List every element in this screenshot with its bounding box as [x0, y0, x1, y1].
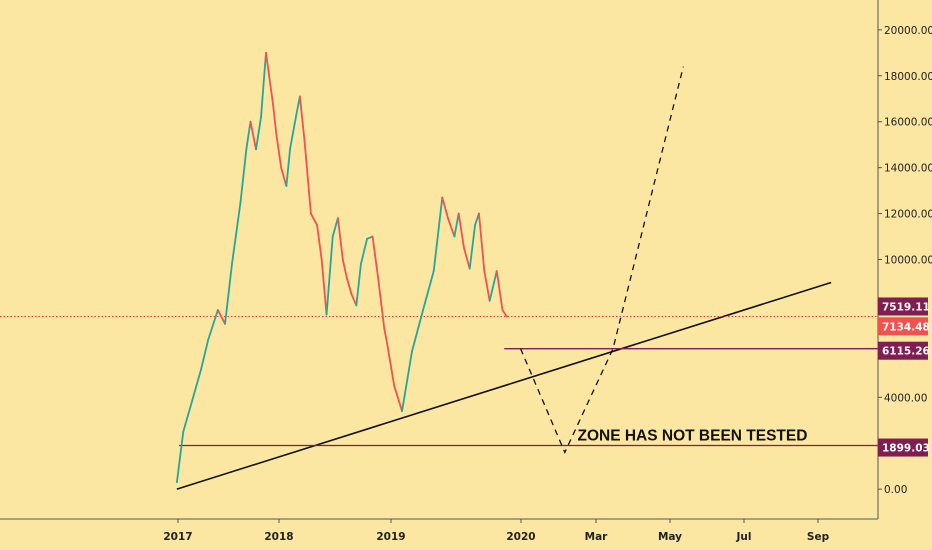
- price-segment: [200, 338, 210, 371]
- y-tick-label: 16000.00: [884, 117, 932, 129]
- level-badge-bg: [878, 438, 928, 457]
- price-segment: [320, 258, 328, 316]
- x-tick-label: May: [658, 531, 682, 543]
- price-segment: [207, 309, 219, 341]
- price-segment: [239, 148, 248, 203]
- price-segment: [447, 217, 456, 238]
- price-segment: [453, 212, 460, 238]
- price-segment: [298, 95, 306, 141]
- price-segment: [316, 224, 323, 261]
- price-segment: [483, 270, 491, 302]
- price-segment: [432, 196, 444, 272]
- price-segment: [457, 212, 465, 249]
- price-segment: [393, 384, 403, 412]
- mid-badge-text: 7134.48: [882, 321, 930, 333]
- level-badge: 1899.03: [878, 438, 930, 457]
- price-segment: [386, 343, 396, 387]
- y-tick-label: 20000.00: [884, 25, 932, 37]
- y-tick-label: 4000.00: [884, 392, 927, 404]
- price-segment: [355, 263, 362, 307]
- x-tick-label: 2019: [376, 531, 405, 543]
- y-tick-label: 18000.00: [884, 71, 932, 83]
- price-segment: [303, 139, 312, 215]
- level-badge-text: 1899.03: [882, 443, 930, 455]
- price-segment: [310, 212, 318, 226]
- price-segment: [216, 309, 226, 325]
- level-badge-text: 6115.26: [882, 346, 930, 358]
- price-segment: [350, 293, 358, 307]
- zone-annotation: ZONE HAS NOT BEEN TESTED: [578, 428, 808, 445]
- price-segment: [272, 102, 278, 135]
- mid-badge: 7134.48: [878, 317, 930, 336]
- price-segment: [468, 224, 476, 270]
- price-segment: [190, 368, 202, 403]
- mid-badge-bg: [878, 317, 928, 336]
- price-segment: [249, 120, 257, 151]
- x-tick-label: Mar: [585, 531, 609, 543]
- y-tick-label: 14000.00: [884, 163, 932, 175]
- price-segment: [224, 263, 233, 325]
- price-segment: [377, 276, 386, 330]
- level-badge: 6115.26: [878, 341, 930, 360]
- price-segment: [383, 327, 389, 346]
- price-segment: [495, 270, 504, 311]
- price-badge-text: 7519.11: [882, 301, 930, 313]
- price-segment: [360, 237, 368, 265]
- price-segment: [341, 258, 348, 279]
- x-tick-label: Jul: [736, 531, 752, 543]
- price-segment: [371, 235, 380, 279]
- x-tick-label: 2017: [163, 531, 192, 543]
- price-segment: [401, 350, 413, 412]
- price-segment: [345, 276, 353, 295]
- price-segment: [289, 116, 297, 151]
- level-badge-bg: [878, 341, 928, 360]
- x-tick-label: Sep: [807, 531, 830, 543]
- price-segment: [280, 166, 288, 187]
- price-segment: [411, 309, 424, 353]
- price-segment: [478, 212, 486, 272]
- price-segment: [265, 51, 274, 105]
- price-badge-bg: [878, 297, 928, 316]
- price-segment: [175, 430, 185, 484]
- price-segment: [331, 217, 339, 238]
- price-segment: [285, 148, 291, 187]
- price-segment: [463, 247, 471, 270]
- price-segment: [255, 116, 262, 151]
- price-segment: [260, 51, 267, 119]
- x-tick-label: 2020: [506, 531, 535, 543]
- x-tick-label: 2018: [264, 531, 293, 543]
- price-segment: [422, 270, 435, 311]
- price-segment: [231, 201, 242, 265]
- price-segment: [488, 270, 498, 302]
- price-segment: [275, 132, 283, 169]
- price-segment: [337, 217, 344, 261]
- price-segment: [245, 120, 252, 151]
- price-badge: 7519.11: [878, 297, 930, 316]
- price-segment: [182, 400, 193, 433]
- price-segment: [294, 95, 301, 119]
- y-tick-label: 0.00: [884, 484, 907, 496]
- y-tick-label: 12000.00: [884, 209, 932, 221]
- price-segment: [441, 196, 449, 220]
- y-tick-label: 10000.00: [884, 255, 932, 267]
- price-segment: [325, 235, 334, 316]
- price-segment: [501, 309, 508, 318]
- projection-path[interactable]: [520, 66, 684, 454]
- price-segment: [366, 235, 374, 240]
